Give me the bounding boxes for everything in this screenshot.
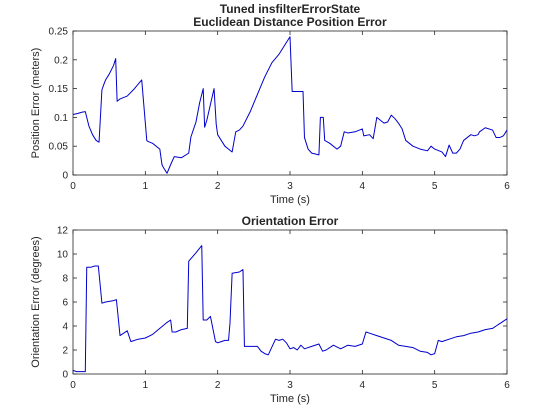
orientation-ytick-label: 8	[62, 274, 68, 285]
orientation-xtick-label: 0	[70, 380, 76, 391]
orientation-xtick-label: 6	[504, 380, 510, 391]
position-xtick-label: 4	[360, 181, 366, 192]
orientation-ytick-label: 4	[62, 322, 68, 333]
position-ytick-label: 0.25	[49, 27, 69, 38]
position-ytick-label: 0.1	[54, 113, 68, 124]
orientation-axes-box	[72, 229, 508, 375]
position-axes-box	[72, 30, 508, 176]
orientation-xtick-label: 2	[215, 380, 221, 391]
orientation-title-line-0: Orientation Error	[242, 214, 339, 228]
position-ytick-label: 0.05	[49, 142, 69, 153]
position-title-line-1: Euclidean Distance Position Error	[193, 15, 387, 29]
orientation-xtick-label: 5	[432, 380, 438, 391]
orientation-xtick-label: 3	[287, 380, 293, 391]
orientation-ytick-label: 2	[62, 346, 68, 357]
position-ylabel: Position Error (meters)	[30, 48, 42, 159]
position-series-line-0	[72, 36, 508, 174]
orientation-series-line-0	[72, 245, 508, 373]
orientation-ytick-label: 6	[62, 298, 68, 309]
orientation-ytick-label: 12	[57, 226, 69, 237]
position-xlabel: Time (s)	[270, 194, 310, 206]
position-xtick-label: 5	[432, 181, 438, 192]
position-xtick-label: 6	[504, 181, 510, 192]
position-error-plot: 0 1 2 3 4 5 6 0 0.05 0.1 0.15 0.2 0.25 Tuned insfilte…	[30, 2, 510, 206]
position-ytick-label: 0.2	[54, 55, 68, 66]
orientation-xtick-label: 1	[143, 380, 149, 391]
position-xtick-label: 1	[143, 181, 149, 192]
position-ytick-label: 0.15	[49, 84, 69, 95]
position-xtick-label: 3	[287, 181, 293, 192]
orientation-xtick-label: 4	[360, 380, 366, 391]
position-xtick-label: 2	[215, 181, 221, 192]
position-xtick-label: 0	[70, 181, 76, 192]
orientation-xlabel: Time (s)	[270, 393, 310, 405]
position-title-line-0: Tuned insfilterErrorState	[220, 2, 361, 16]
orientation-ytick-label: 0	[62, 370, 68, 381]
orientation-ylabel: Orientation Error (degrees)	[30, 236, 42, 367]
position-ytick-label: 0	[62, 171, 68, 182]
orientation-ytick-label: 10	[57, 250, 69, 261]
